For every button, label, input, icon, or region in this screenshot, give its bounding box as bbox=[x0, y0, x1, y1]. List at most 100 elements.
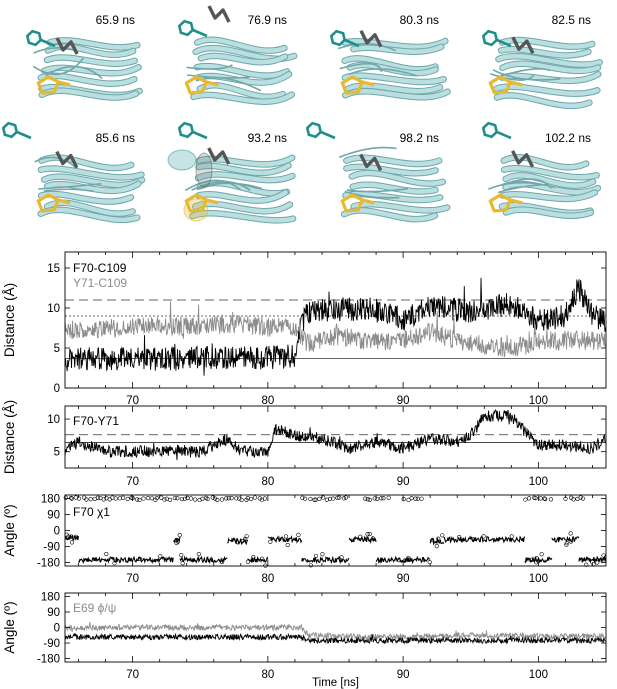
scatter-outlier bbox=[285, 542, 290, 548]
scatter-point bbox=[363, 496, 368, 501]
scatter-point bbox=[179, 496, 185, 502]
scatter-outlier bbox=[240, 538, 245, 544]
plot-frame bbox=[64, 251, 607, 389]
y71-residue bbox=[207, 5, 231, 23]
f70-residue-link bbox=[496, 130, 512, 140]
scatter-point bbox=[386, 495, 391, 500]
scatter-point bbox=[145, 496, 151, 501]
scatter-point bbox=[321, 495, 326, 500]
scatter-point bbox=[571, 497, 576, 502]
protein-ribbon bbox=[344, 155, 442, 167]
x-tick-label: 100 bbox=[529, 476, 548, 488]
scatter-outlier bbox=[601, 553, 606, 558]
scatter-series-segment bbox=[301, 555, 350, 565]
scatter-outlier bbox=[251, 555, 256, 560]
protein-ribbon bbox=[190, 211, 296, 223]
snapshot-panel: 65.9 ns 76.9 ns 80.3 ns 82.5 ns 85.6 ns 93.2 … bbox=[1, 5, 603, 224]
scatter-point bbox=[538, 496, 543, 501]
scatter-series-segment bbox=[179, 555, 228, 565]
scatter-point bbox=[365, 497, 370, 502]
f70-residue-link bbox=[192, 130, 208, 140]
y-tick-label: 180 bbox=[41, 494, 60, 506]
scatter-outlier bbox=[308, 563, 313, 568]
scatter-point bbox=[381, 496, 386, 501]
series-line bbox=[64, 409, 606, 461]
scatter-point bbox=[341, 496, 346, 501]
scatter-point bbox=[523, 497, 528, 502]
y-tick-label: 10 bbox=[47, 414, 60, 426]
f70-residue-link bbox=[192, 28, 208, 38]
scatter-outlier bbox=[436, 536, 441, 541]
y-tick-label: 10 bbox=[47, 303, 60, 315]
snapshot-time-label: 102.2 ns bbox=[545, 131, 591, 145]
scatter-outlier bbox=[434, 543, 439, 549]
scatter-outlier bbox=[69, 534, 74, 539]
series-line bbox=[64, 632, 606, 645]
scatter-point bbox=[172, 495, 177, 501]
scatter-point bbox=[110, 495, 115, 500]
x-tick-label: 90 bbox=[397, 476, 410, 488]
series-label: E69 ϕ/ψ bbox=[73, 601, 116, 615]
scatter-point bbox=[302, 496, 308, 501]
scatter-point bbox=[69, 496, 74, 501]
scatter-outlier bbox=[313, 553, 319, 559]
protein-ribbon bbox=[196, 163, 291, 176]
scatter-series-segment bbox=[267, 535, 303, 544]
scatter-outlier bbox=[367, 531, 372, 537]
protein-ribbon bbox=[194, 63, 290, 78]
x-axis-title: Time [ns] bbox=[312, 677, 359, 689]
scatter-point bbox=[226, 496, 231, 501]
scatter-point bbox=[337, 495, 342, 500]
protein-ribbon bbox=[351, 201, 450, 213]
scatter-point bbox=[77, 496, 82, 501]
protein-loop bbox=[38, 182, 102, 190]
scatter-outlier bbox=[296, 532, 301, 537]
protein-ribbon bbox=[500, 190, 598, 202]
protein-ribbon bbox=[350, 182, 438, 194]
snapshot: 65.9 ns bbox=[25, 13, 143, 101]
scatter-point bbox=[215, 497, 220, 503]
protein-ribbon bbox=[503, 181, 601, 195]
scatter-outlier bbox=[429, 537, 435, 543]
y-tick-label: 90 bbox=[47, 607, 60, 619]
scatter-point bbox=[343, 495, 348, 500]
protein-loop bbox=[187, 74, 250, 79]
scatter-outlier bbox=[471, 537, 476, 542]
scatter-point bbox=[548, 497, 553, 502]
plot-panel: 0 5 10 15 70 80 90 100 Distance (Å) F70-C109Y71-C… bbox=[2, 251, 607, 407]
scatter-point bbox=[95, 495, 100, 500]
snapshot-time-label: 82.5 ns bbox=[552, 13, 591, 27]
scatter-outlier bbox=[365, 532, 370, 537]
scatter-point bbox=[197, 497, 202, 503]
scatter-series-segment bbox=[247, 555, 269, 563]
disulfide-bond bbox=[184, 75, 219, 95]
scatter-outlier bbox=[268, 539, 273, 544]
scatter-series-segment bbox=[172, 536, 181, 544]
protein-ribbon bbox=[494, 84, 600, 96]
snapshot: 93.2 ns bbox=[167, 121, 297, 224]
scatter-point bbox=[317, 496, 322, 501]
protein-ribbon bbox=[503, 207, 593, 219]
scatter-point bbox=[154, 495, 160, 501]
y-tick-label: 15 bbox=[47, 263, 60, 275]
protein-ribbon bbox=[196, 190, 288, 203]
protein-ribbon bbox=[191, 92, 295, 104]
scatter-outlier bbox=[440, 533, 445, 538]
f70-residue bbox=[1, 121, 19, 139]
scatter-outlier bbox=[174, 540, 179, 546]
scatter-outlier bbox=[427, 560, 432, 565]
scatter-point bbox=[335, 495, 340, 500]
snapshot: 80.3 ns bbox=[329, 13, 451, 101]
scatter-outlier bbox=[158, 554, 163, 559]
scatter-point bbox=[543, 496, 548, 502]
protein-ribbon bbox=[349, 170, 445, 186]
scatter-outlier bbox=[219, 559, 225, 565]
scatter-point bbox=[327, 496, 333, 501]
scatter-point bbox=[257, 496, 262, 501]
disulfide-bond bbox=[36, 193, 71, 213]
y71-surface bbox=[195, 152, 213, 188]
scatter-outlier bbox=[339, 555, 344, 560]
y-axis-title: Angle (º) bbox=[2, 504, 17, 556]
f70-residue-link bbox=[16, 130, 32, 140]
protein-ribbon bbox=[342, 56, 438, 72]
